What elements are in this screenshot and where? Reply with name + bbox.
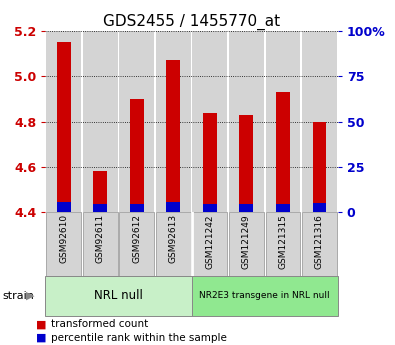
Text: GSM92610: GSM92610 [59,214,68,263]
Bar [130,99,144,212]
Text: ▶: ▶ [26,291,34,301]
Text: GSM92611: GSM92611 [96,214,105,263]
Text: percentile rank within the sample: percentile rank within the sample [51,333,227,343]
FancyBboxPatch shape [229,212,264,276]
FancyBboxPatch shape [46,212,81,276]
Bar [229,31,264,212]
Text: ■: ■ [36,333,46,343]
Title: GDS2455 / 1455770_at: GDS2455 / 1455770_at [103,13,280,30]
Bar [166,60,180,212]
Bar [57,42,71,212]
Text: transformed count: transformed count [51,319,149,329]
Bar [83,31,118,212]
Bar [93,171,107,212]
FancyBboxPatch shape [45,276,192,316]
Text: GSM121315: GSM121315 [278,214,288,269]
Text: GSM121242: GSM121242 [205,214,214,269]
Bar [119,31,154,212]
Text: GSM121316: GSM121316 [315,214,324,269]
Bar [302,31,337,212]
Text: NR2E3 transgene in NRL null: NR2E3 transgene in NRL null [199,291,330,300]
FancyBboxPatch shape [83,212,118,276]
Text: GSM121249: GSM121249 [242,214,251,269]
Bar [57,201,71,212]
Bar [166,201,180,212]
FancyBboxPatch shape [302,212,337,276]
Bar [312,122,326,212]
Bar [192,31,227,212]
Bar [312,203,326,212]
Text: GSM92613: GSM92613 [169,214,178,263]
Bar [276,204,290,212]
Bar [93,204,107,212]
FancyBboxPatch shape [192,276,338,316]
Text: NRL null: NRL null [94,289,143,302]
Text: GSM92612: GSM92612 [132,214,141,263]
Bar [46,31,81,212]
FancyBboxPatch shape [265,212,300,276]
FancyBboxPatch shape [192,212,227,276]
Text: ■: ■ [36,319,46,329]
Bar [239,115,253,212]
Bar [239,204,253,212]
Text: strain: strain [2,291,34,301]
Bar [276,92,290,212]
Bar [203,204,217,212]
FancyBboxPatch shape [119,212,154,276]
Bar [156,31,191,212]
Bar [130,204,144,212]
FancyBboxPatch shape [156,212,191,276]
Bar [265,31,300,212]
Bar [203,112,217,212]
